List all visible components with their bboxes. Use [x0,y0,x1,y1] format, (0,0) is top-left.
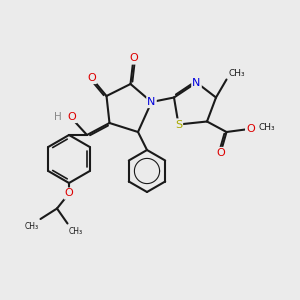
Text: O: O [68,112,76,122]
Text: O: O [129,53,138,64]
Text: S: S [175,119,182,130]
Text: CH₃: CH₃ [259,123,275,132]
Text: H: H [54,112,62,122]
Text: CH₃: CH₃ [69,226,83,236]
Text: N: N [192,77,201,88]
Text: O: O [87,73,96,83]
Text: CH₃: CH₃ [229,69,245,78]
Text: N: N [147,97,156,107]
Text: O: O [216,148,225,158]
Text: O: O [246,124,255,134]
Text: O: O [64,188,74,199]
Text: CH₃: CH₃ [24,222,38,231]
